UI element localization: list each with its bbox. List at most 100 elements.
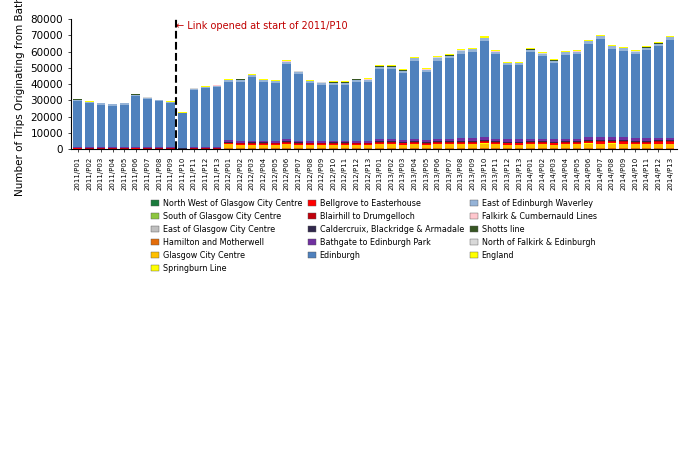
Bar xyxy=(654,144,663,149)
Bar xyxy=(399,73,408,140)
Bar xyxy=(248,143,256,144)
Bar xyxy=(306,145,314,149)
Bar xyxy=(538,144,547,149)
Bar xyxy=(480,141,489,142)
Bar xyxy=(527,144,535,149)
Bar xyxy=(73,100,82,101)
Bar xyxy=(445,58,454,139)
Bar xyxy=(236,144,245,145)
Bar xyxy=(433,56,442,57)
Bar xyxy=(236,141,245,143)
Bar xyxy=(318,145,326,149)
Bar xyxy=(329,143,338,144)
Bar xyxy=(515,145,523,149)
Bar xyxy=(410,142,419,143)
Bar xyxy=(631,141,639,142)
Bar xyxy=(108,106,117,147)
Bar xyxy=(608,140,617,141)
Bar xyxy=(375,65,384,66)
Bar xyxy=(619,48,628,51)
Bar xyxy=(491,144,500,149)
Bar xyxy=(584,142,593,143)
Bar xyxy=(131,147,140,148)
Bar xyxy=(503,143,512,144)
Bar xyxy=(654,140,663,141)
Bar xyxy=(271,141,280,143)
Bar xyxy=(527,138,535,141)
Bar xyxy=(294,145,303,149)
Bar xyxy=(399,143,408,144)
Bar xyxy=(329,85,338,141)
Text: ← Link opened at start of 2011/P10: ← Link opened at start of 2011/P10 xyxy=(176,21,348,32)
Bar xyxy=(329,81,338,82)
Bar xyxy=(352,141,361,143)
Bar xyxy=(248,75,256,77)
Bar xyxy=(131,95,140,96)
Bar xyxy=(480,41,489,137)
Bar xyxy=(271,84,280,141)
Bar xyxy=(596,35,605,36)
Bar xyxy=(631,143,639,144)
Bar xyxy=(527,142,535,143)
Bar xyxy=(549,142,558,143)
Bar xyxy=(422,140,430,142)
Bar xyxy=(561,142,570,143)
Bar xyxy=(248,77,256,141)
Bar xyxy=(73,147,82,148)
Y-axis label: Number of Trips Originating from Bathgate: Number of Trips Originating from Bathgat… xyxy=(15,0,25,196)
Bar xyxy=(329,141,338,142)
Bar xyxy=(282,139,291,141)
Bar xyxy=(352,82,361,141)
Bar xyxy=(224,82,233,140)
Bar xyxy=(573,144,581,149)
Bar xyxy=(352,143,361,144)
Bar xyxy=(561,143,570,144)
Bar xyxy=(294,74,303,141)
Bar xyxy=(201,147,210,148)
Bar xyxy=(619,142,628,143)
Bar xyxy=(294,143,303,144)
Bar xyxy=(306,80,314,81)
Bar xyxy=(549,63,558,139)
Bar xyxy=(224,79,233,80)
Bar xyxy=(155,100,163,101)
Bar xyxy=(329,142,338,143)
Bar xyxy=(666,37,675,40)
Bar xyxy=(318,144,326,145)
Bar xyxy=(375,141,384,142)
Bar xyxy=(584,137,593,140)
Bar xyxy=(306,144,314,145)
Bar xyxy=(468,138,477,141)
Bar xyxy=(642,141,651,142)
Bar xyxy=(480,142,489,143)
Bar xyxy=(166,102,175,103)
Bar xyxy=(480,38,489,41)
Bar xyxy=(561,141,570,142)
Bar xyxy=(642,142,651,143)
Bar xyxy=(666,141,675,142)
Bar xyxy=(631,138,639,141)
Bar xyxy=(422,144,430,145)
Bar xyxy=(375,69,384,139)
Bar xyxy=(352,144,361,145)
Bar xyxy=(387,139,396,141)
Bar xyxy=(538,138,547,141)
Bar xyxy=(491,141,500,142)
Bar xyxy=(97,105,105,147)
Bar xyxy=(318,143,326,144)
Bar xyxy=(596,37,605,39)
Bar xyxy=(561,55,570,138)
Bar xyxy=(596,140,605,141)
Bar xyxy=(85,102,93,103)
Bar xyxy=(503,139,512,142)
Bar xyxy=(399,140,408,142)
Bar xyxy=(224,143,233,144)
Bar xyxy=(642,48,651,50)
Bar xyxy=(527,143,535,144)
Bar xyxy=(654,138,663,140)
Bar xyxy=(503,62,512,63)
Bar xyxy=(166,147,175,148)
Bar xyxy=(608,46,617,49)
Bar xyxy=(422,68,430,69)
Bar xyxy=(491,139,500,141)
